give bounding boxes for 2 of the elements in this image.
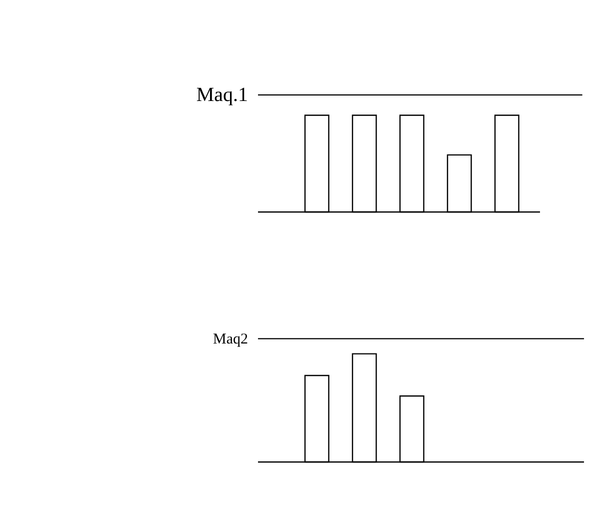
ref-line-label: Maq.1	[196, 84, 248, 106]
ref-line-label: Maq2	[213, 332, 248, 348]
